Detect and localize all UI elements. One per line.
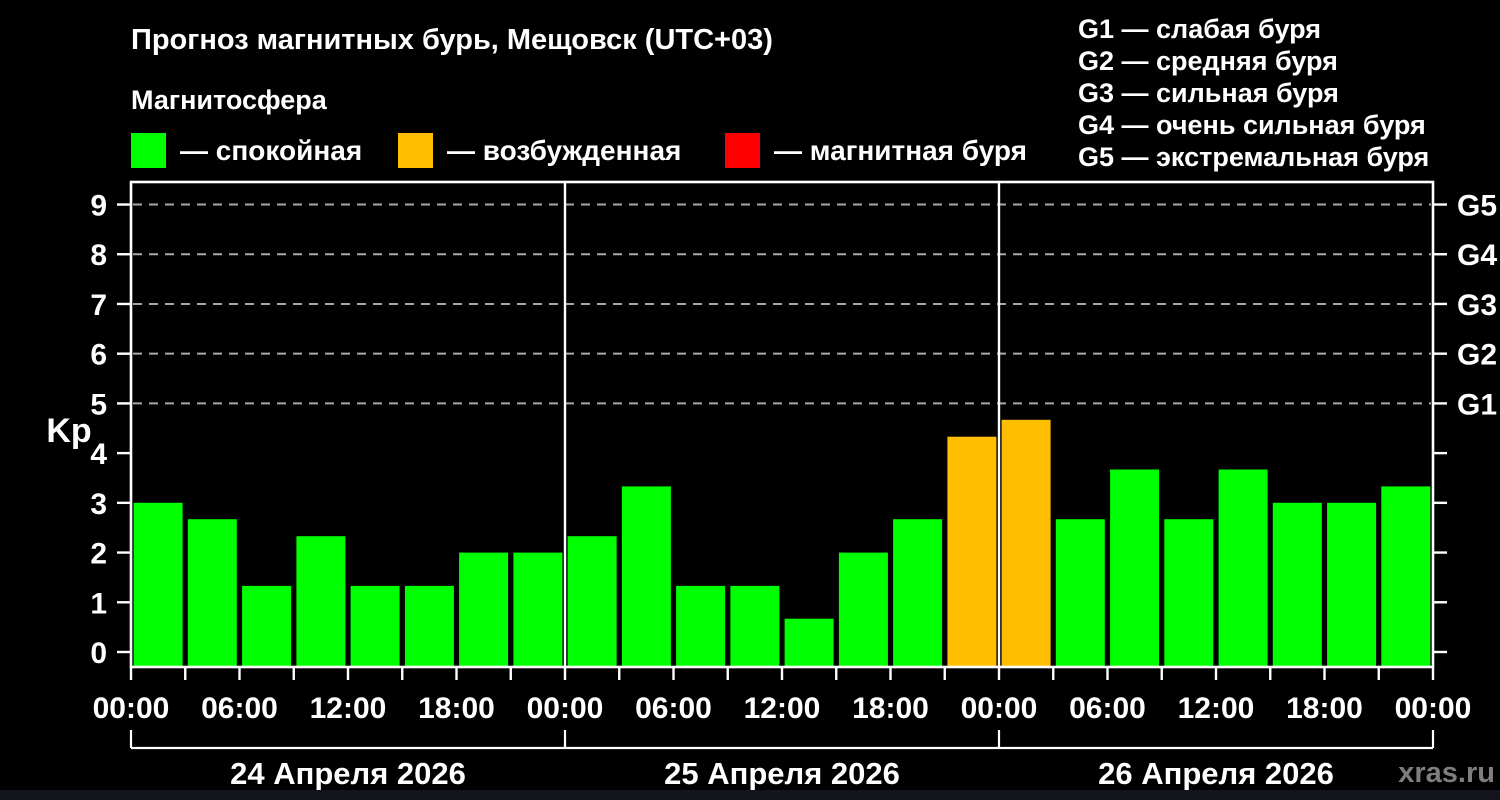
g-tick-label: G2 [1457,339,1497,372]
storm-color-swatch [725,133,760,168]
time-label: 12:00 [744,692,821,725]
kp-bar [567,536,617,666]
kp-bar [947,436,997,666]
time-label: 00:00 [1395,692,1472,725]
time-label: 18:00 [852,692,929,725]
kp-bar [784,618,834,666]
g-tick-label: G4 [1457,239,1497,272]
y-axis-title: Kp [46,412,92,450]
legend-item-quiet: — спокойная [131,132,362,169]
page-title: Прогноз магнитных бурь, Мещовск (UTC+03) [131,24,773,56]
kp-bar [1327,502,1377,666]
kp-bar [296,536,346,666]
kp-bar [1110,469,1160,666]
g-legend-line-g4: G4 — очень сильная буря [1078,110,1426,140]
y-tick-label: 5 [90,388,107,421]
g-scale-legend: G1 — слабая буря G2 — средняя буря G3 — … [1078,13,1429,173]
g-legend-line-g1: G1 — слабая буря [1078,14,1322,44]
kp-bar [676,585,726,666]
kp-bar [730,585,780,666]
date-label: 25 Апреля 2026 [664,756,900,791]
g-tick-label: G1 [1457,388,1497,421]
legend-item-storm: — магнитная буря [725,132,1027,169]
y-tick-label: 3 [90,488,107,521]
y-tick-label: 9 [90,190,107,223]
kp-bar [1001,419,1051,666]
quiet-color-swatch [131,133,166,168]
y-tick-label: 4 [90,438,107,471]
time-label: 06:00 [201,692,278,725]
y-tick-label: 1 [90,587,107,620]
kp-bar [621,486,671,666]
time-label: 18:00 [1286,692,1363,725]
time-label: 06:00 [1069,692,1146,725]
y-tick-label: 8 [90,239,107,272]
excited-color-swatch [398,133,433,168]
chart-subtitle: Магнитосфера [131,85,327,115]
kp-bar [242,585,292,666]
kp-bar [1164,519,1214,666]
time-label: 12:00 [310,692,387,725]
kp-bar [187,519,237,666]
y-tick-label: 7 [90,289,107,322]
bottom-strip [0,790,1500,800]
kp-bar [404,585,454,666]
kp-bar [459,552,509,666]
time-label: 12:00 [1178,692,1255,725]
g-tick-label: G3 [1457,289,1497,322]
time-label: 06:00 [635,692,712,725]
kp-bar [1381,486,1431,666]
date-label: 24 Апреля 2026 [230,756,466,791]
g-tick-label: G5 [1457,190,1497,223]
g-legend-line-g5: G5 — экстремальная буря [1078,142,1430,172]
time-label: 00:00 [527,692,604,725]
xras-watermark: xras.ru [1398,757,1495,789]
legend-label-excited: — возбужденная [447,134,682,166]
kp-bar [513,552,563,666]
kp-bar [1272,502,1322,666]
legend-item-excited: — возбужденная [398,132,681,169]
legend-label-quiet: — спокойная [180,134,363,166]
y-tick-label: 2 [90,538,107,571]
kp-bar [1055,519,1105,666]
g-legend-line-g2: G2 — средняя буря [1078,46,1338,76]
y-tick-label: 6 [90,339,107,372]
time-label: 18:00 [418,692,495,725]
time-label: 00:00 [93,692,170,725]
kp-bar [350,585,400,666]
kp-bar [1218,469,1268,666]
legend-label-storm: — магнитная буря [774,134,1027,166]
y-tick-label: 0 [90,637,107,670]
kp-bar [838,552,888,666]
date-label: 26 Апреля 2026 [1098,756,1334,791]
kp-bar [893,519,943,666]
kp-bar [133,502,183,666]
g-legend-line-g3: G3 — сильная буря [1078,78,1339,108]
time-label: 00:00 [961,692,1038,725]
